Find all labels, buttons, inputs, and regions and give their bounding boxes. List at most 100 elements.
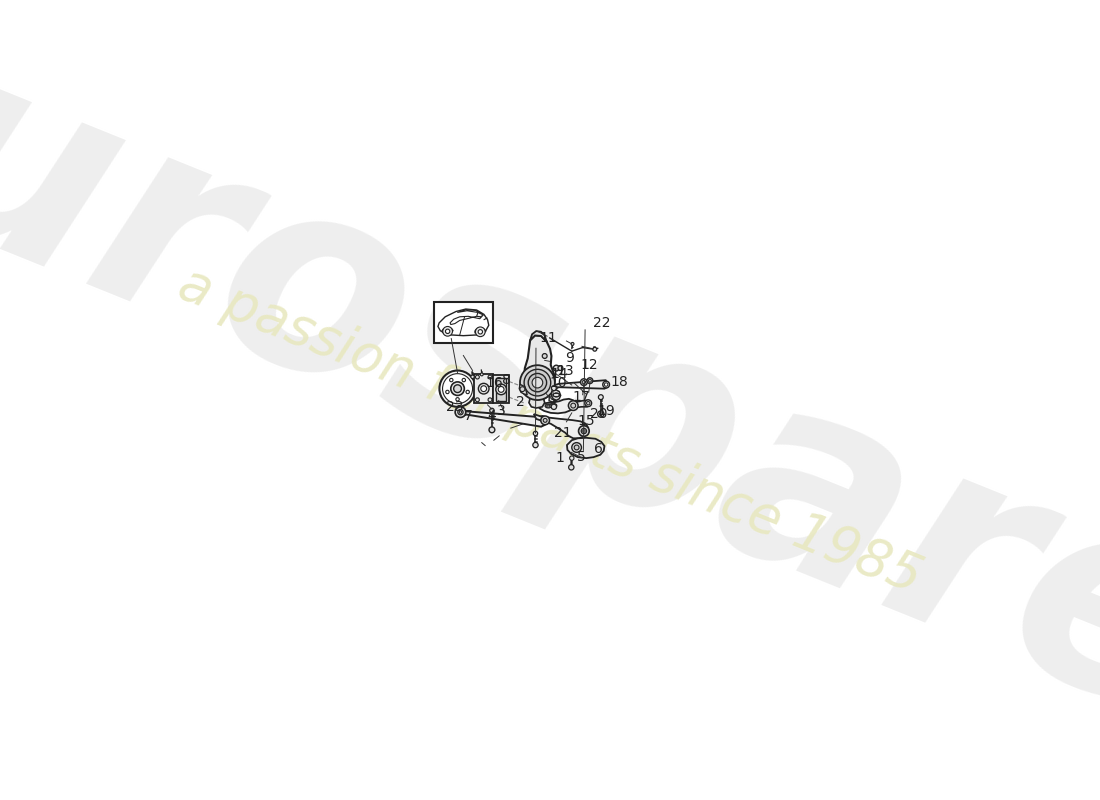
Circle shape (442, 374, 473, 404)
Circle shape (524, 370, 551, 396)
Bar (433, 302, 493, 342)
Circle shape (574, 445, 579, 450)
Circle shape (459, 411, 462, 414)
Polygon shape (566, 438, 605, 458)
Circle shape (455, 407, 465, 418)
Polygon shape (573, 400, 591, 407)
Polygon shape (474, 374, 494, 403)
Text: 20: 20 (591, 406, 608, 421)
Circle shape (475, 398, 480, 402)
Circle shape (532, 378, 542, 388)
Circle shape (534, 431, 538, 436)
Text: 23: 23 (446, 401, 463, 414)
Circle shape (462, 378, 465, 382)
Polygon shape (450, 310, 483, 325)
Text: 18: 18 (610, 375, 628, 390)
Ellipse shape (551, 405, 556, 407)
Circle shape (478, 330, 483, 334)
Text: 9: 9 (564, 351, 573, 365)
Text: 14: 14 (550, 367, 568, 381)
Circle shape (571, 403, 575, 408)
Circle shape (587, 378, 593, 383)
Circle shape (471, 375, 474, 378)
Polygon shape (549, 392, 557, 402)
Circle shape (466, 390, 470, 394)
Circle shape (588, 379, 592, 382)
Circle shape (551, 386, 557, 390)
Circle shape (582, 381, 585, 384)
Circle shape (458, 410, 463, 415)
Polygon shape (551, 390, 561, 400)
Circle shape (593, 347, 596, 351)
Text: 19: 19 (597, 404, 615, 418)
Circle shape (569, 401, 579, 410)
Circle shape (481, 386, 486, 391)
Circle shape (520, 386, 525, 391)
Text: 13: 13 (557, 364, 574, 378)
Polygon shape (438, 309, 488, 336)
Text: 4: 4 (487, 409, 496, 422)
Circle shape (443, 326, 452, 336)
Circle shape (585, 400, 592, 406)
Circle shape (532, 442, 538, 448)
Circle shape (581, 428, 586, 434)
Text: 1: 1 (556, 451, 564, 465)
Polygon shape (529, 398, 544, 408)
Circle shape (603, 381, 609, 388)
Circle shape (481, 373, 483, 376)
Circle shape (553, 365, 559, 371)
Circle shape (558, 366, 563, 370)
Circle shape (569, 465, 574, 470)
Circle shape (579, 426, 590, 436)
Circle shape (451, 382, 464, 395)
Circle shape (583, 430, 585, 432)
Text: 17: 17 (573, 390, 591, 403)
Circle shape (490, 408, 494, 413)
Ellipse shape (550, 403, 557, 408)
Circle shape (541, 416, 550, 425)
Circle shape (488, 398, 492, 402)
Circle shape (543, 418, 547, 422)
Circle shape (598, 394, 603, 399)
Circle shape (551, 404, 557, 410)
Circle shape (597, 411, 604, 418)
Circle shape (446, 329, 450, 334)
Text: 3: 3 (497, 404, 506, 418)
Circle shape (605, 383, 608, 386)
Text: 7: 7 (463, 409, 472, 422)
Circle shape (439, 370, 475, 407)
Circle shape (450, 378, 453, 382)
Polygon shape (519, 384, 527, 394)
Polygon shape (455, 410, 548, 426)
Polygon shape (553, 380, 607, 389)
Circle shape (475, 375, 480, 379)
Text: 12: 12 (581, 358, 598, 372)
Text: 5: 5 (578, 450, 586, 463)
Circle shape (453, 385, 461, 393)
Text: 21: 21 (554, 426, 572, 440)
Text: 22: 22 (593, 316, 611, 330)
Circle shape (570, 456, 574, 460)
Polygon shape (496, 378, 506, 401)
Circle shape (551, 394, 556, 399)
Text: 2: 2 (516, 394, 525, 409)
Text: 15: 15 (578, 414, 595, 428)
Circle shape (572, 442, 582, 452)
Text: 10: 10 (550, 376, 568, 390)
Polygon shape (494, 375, 509, 403)
Circle shape (520, 365, 554, 400)
Circle shape (475, 327, 485, 337)
Text: 16: 16 (486, 376, 504, 390)
Circle shape (498, 386, 504, 392)
Circle shape (542, 354, 547, 358)
Circle shape (490, 427, 495, 433)
Text: a passion for parts since 1985: a passion for parts since 1985 (170, 258, 929, 604)
Text: 8: 8 (503, 373, 512, 386)
Polygon shape (534, 414, 588, 438)
Polygon shape (536, 399, 575, 414)
Ellipse shape (547, 405, 550, 407)
Text: 11: 11 (539, 330, 557, 345)
Circle shape (571, 342, 574, 346)
Ellipse shape (546, 404, 551, 408)
Polygon shape (524, 335, 554, 399)
